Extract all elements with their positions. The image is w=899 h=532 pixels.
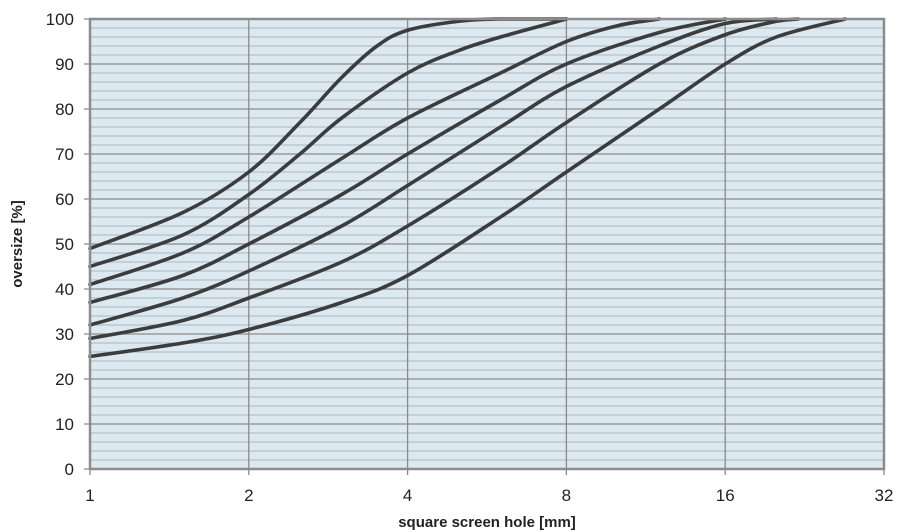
y-tick-label: 10	[55, 415, 74, 434]
x-axis-title: square screen hole [mm]	[398, 514, 576, 531]
series-line-7	[88, 17, 847, 359]
y-tick-label: 90	[55, 55, 74, 74]
x-axis-ticks: 1 2 4 8 16 32	[85, 486, 893, 505]
series-line-2	[88, 17, 569, 269]
x-tick-label: 4	[403, 486, 412, 505]
series-line-5	[88, 17, 779, 327]
series-line-4	[88, 17, 727, 305]
major-grid	[84, 18, 885, 475]
x-tick-label: 32	[875, 486, 894, 505]
y-tick-label: 80	[55, 100, 74, 119]
y-axis-title: oversize [%]	[9, 200, 26, 288]
y-tick-label: 60	[55, 190, 74, 209]
plot-frame	[88, 17, 886, 471]
series-layer	[88, 17, 847, 359]
y-tick-label: 20	[55, 370, 74, 389]
y-tick-label: 40	[55, 280, 74, 299]
x-tick-label: 8	[562, 486, 571, 505]
y-tick-label: 100	[46, 10, 74, 29]
y-axis-ticks: 0 10 20 30 40 50 60 70 80 90 100	[46, 10, 74, 479]
y-tick-label: 30	[55, 325, 74, 344]
x-tick-label: 2	[244, 486, 253, 505]
series-line-6	[88, 17, 800, 341]
x-tick-label: 1	[85, 486, 94, 505]
x-tick-label: 16	[716, 486, 735, 505]
y-tick-label: 0	[65, 460, 74, 479]
y-tick-label: 50	[55, 235, 74, 254]
y-tick-label: 70	[55, 145, 74, 164]
series-line-3	[88, 17, 662, 287]
